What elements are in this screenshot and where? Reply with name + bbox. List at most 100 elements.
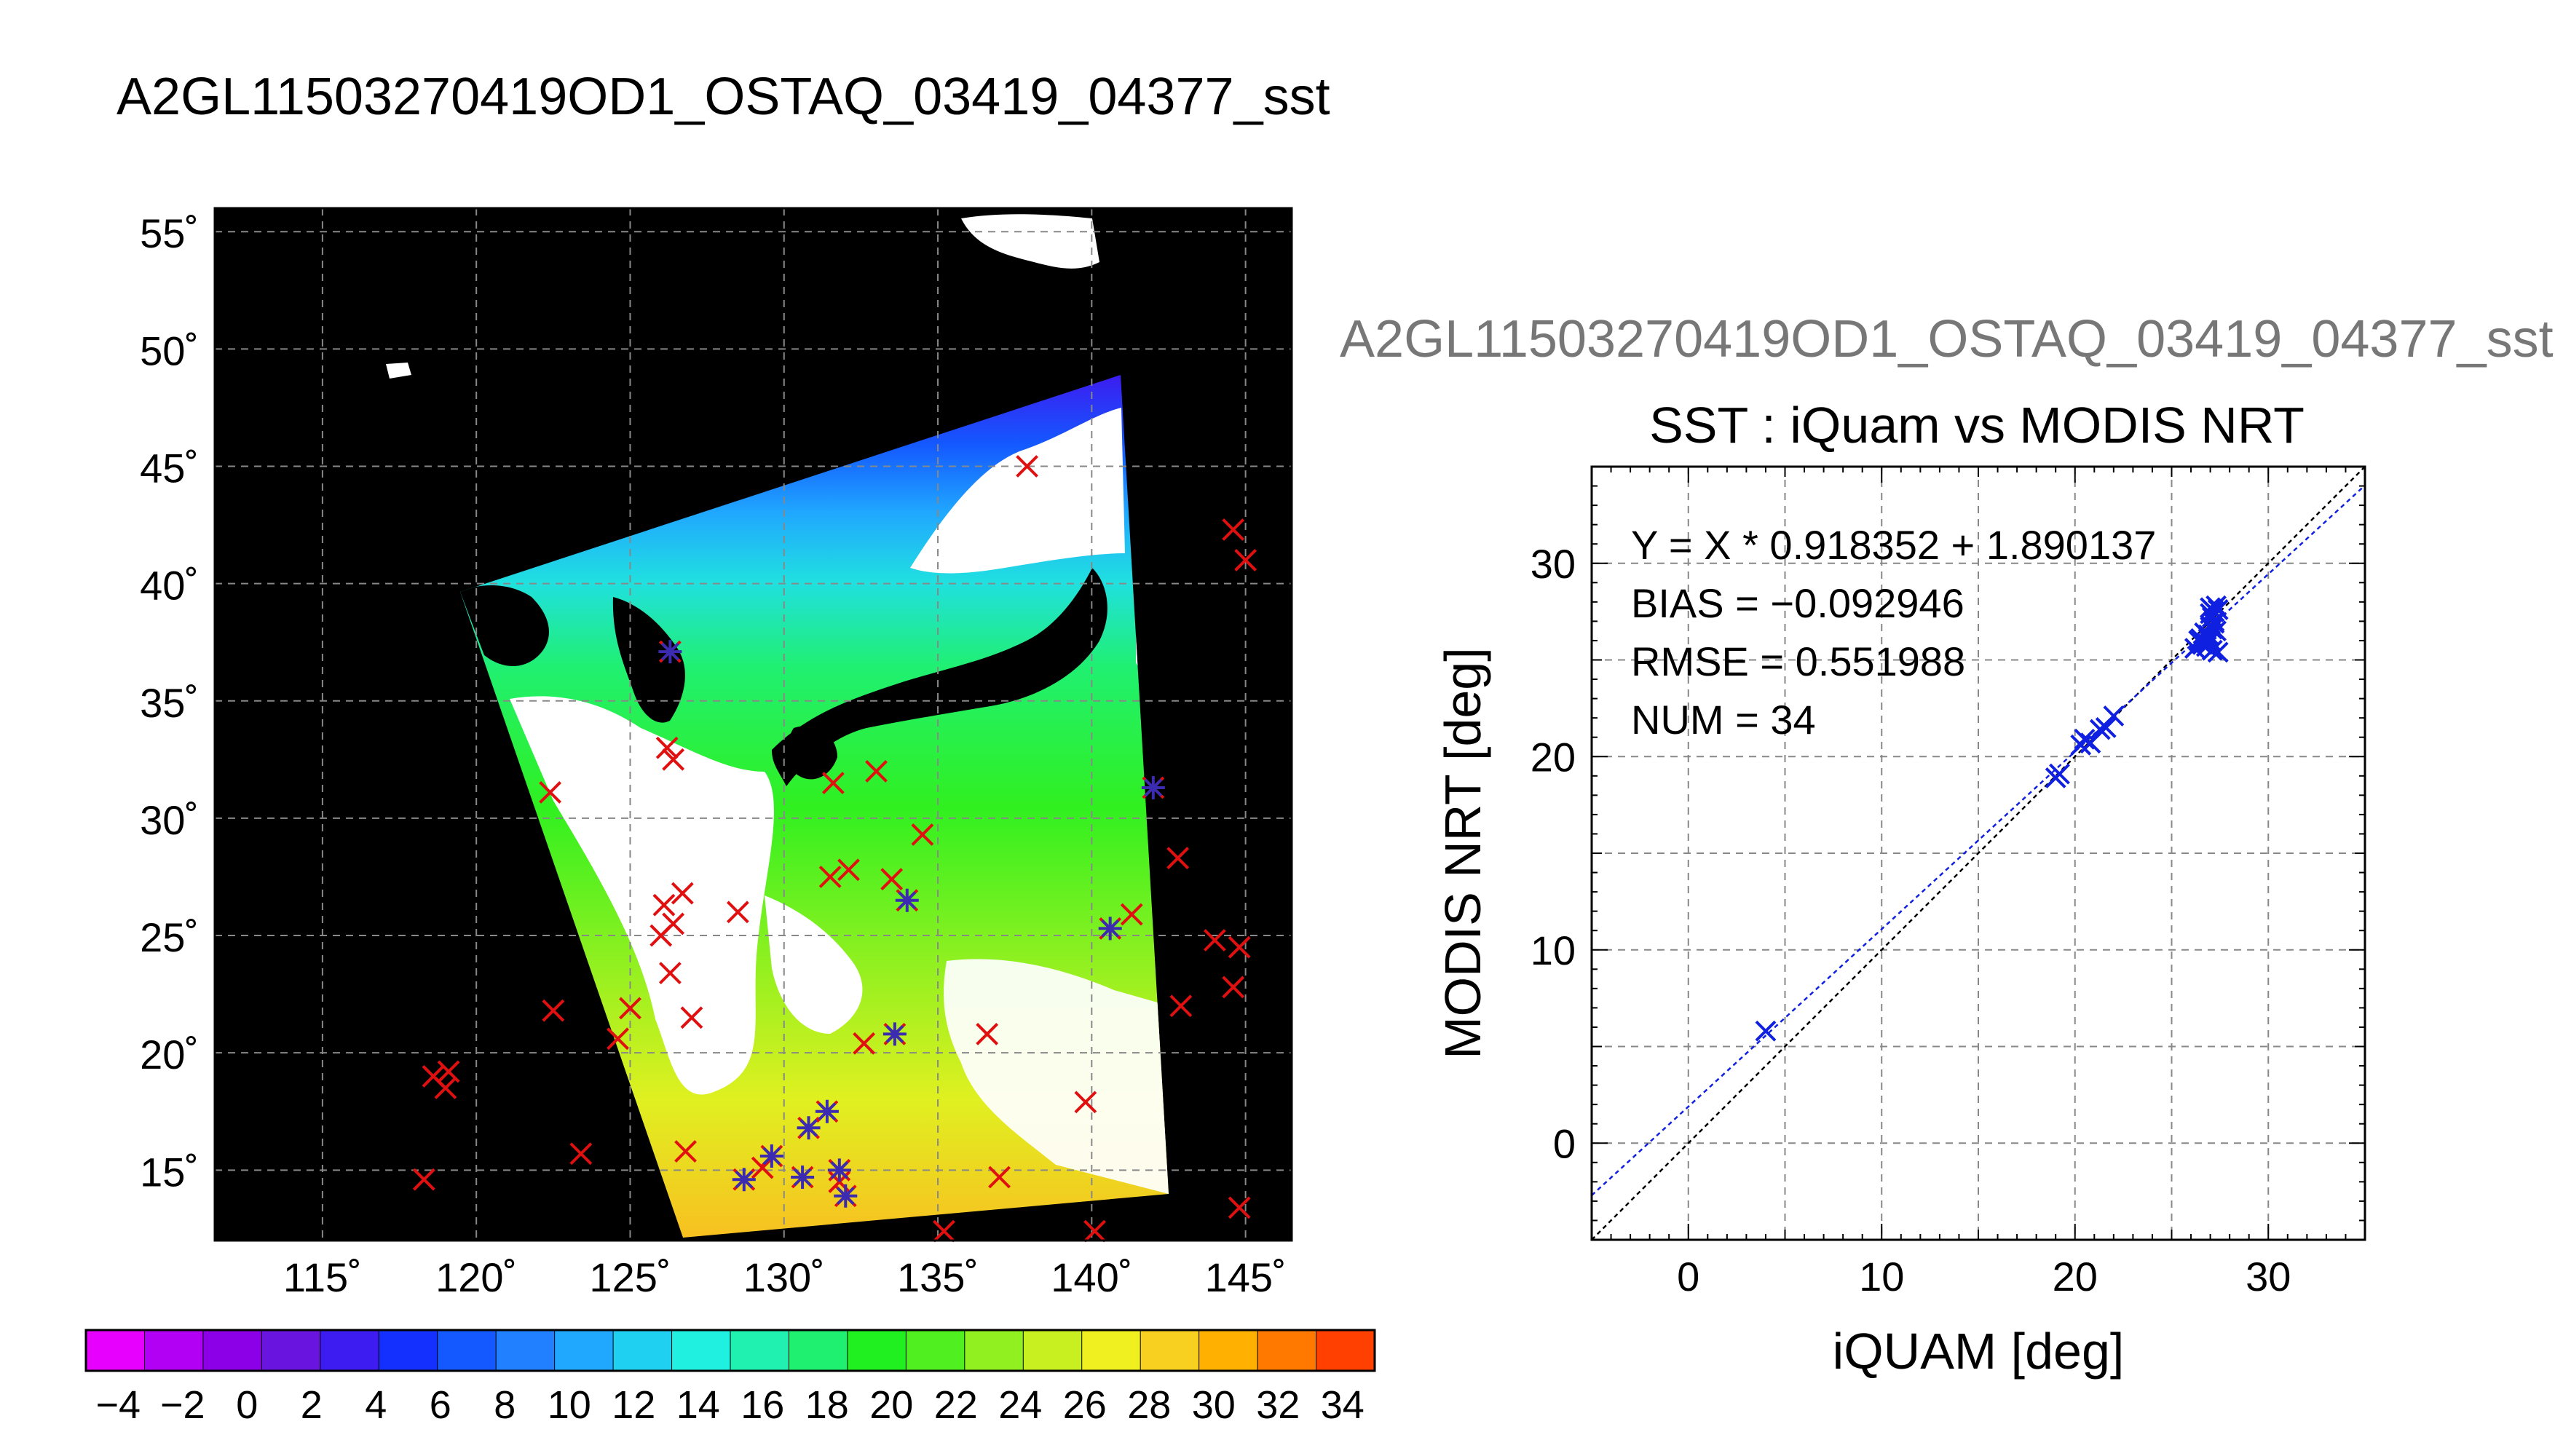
buoy-marker: [1083, 1219, 1106, 1243]
scatter-title: SST : iQuam vs MODIS NRT: [1649, 397, 2305, 454]
lat-tick-label: 50˚: [140, 328, 199, 373]
scatter-point: [2207, 599, 2229, 620]
lon-tick-label: 130˚: [743, 1254, 825, 1300]
scatter-point: [2200, 597, 2222, 619]
buoy-marker: [1228, 935, 1251, 959]
matched-marker: [732, 1168, 756, 1192]
colorbar-cell: [905, 1329, 965, 1372]
buoy-marker: [434, 1077, 457, 1099]
colorbar-tick-label: 14: [676, 1383, 720, 1427]
lon-tick-label: 115˚: [283, 1254, 362, 1300]
colorbar-tick-label: 6: [430, 1383, 451, 1427]
matched-marker: [791, 1165, 815, 1189]
scatter-x-axis-label: iQUAM [deg]: [1833, 1323, 2125, 1380]
scatter-lines: [1591, 466, 2366, 1241]
matched-markers: [658, 640, 1165, 1208]
scatter-frame: [1590, 465, 2366, 1241]
colorbar-cell: [85, 1329, 146, 1372]
buoy-marker: [911, 823, 934, 846]
scatter-annotations: Y = X * 0.918352 + 1.890137 BIAS = −0.092…: [1631, 522, 2156, 743]
lon-tick-label: 135˚: [897, 1254, 979, 1300]
scatter-point: [2200, 616, 2222, 638]
buoy-marker: [652, 893, 676, 917]
buoy-marker: [751, 1156, 774, 1179]
buoy-marker: [662, 748, 685, 771]
buoy-marker: [880, 868, 904, 891]
lat-tick-label: 30˚: [140, 797, 199, 843]
colorbar-cell: [1316, 1329, 1375, 1372]
colorbar-tick-label: 8: [494, 1383, 516, 1427]
colorbar-cell: [964, 1329, 1024, 1372]
latitude-labels: 55˚ 50˚ 45˚ 40˚ 35˚ 30˚ 25˚ 20˚ 15˚: [140, 210, 199, 1195]
colorbar-tick-label: −2: [160, 1383, 205, 1427]
scatter-x-tick-label: 0: [1677, 1254, 1699, 1299]
matched-marker: [834, 1184, 858, 1208]
colorbar-tick-label: 0: [236, 1383, 258, 1427]
scatter-panel-title: A2GL11503270419OD1_OSTAQ_03419_04377_sst: [1340, 310, 2554, 368]
scatter-gridlines: [1592, 467, 2365, 1240]
satellite-swath: [386, 214, 1169, 1238]
lat-tick-label: 45˚: [140, 446, 199, 491]
colorbar-tick-label: 28: [1127, 1383, 1171, 1427]
matched-marker: [1098, 917, 1122, 941]
scatter-x-tick-label: 30: [2246, 1254, 2291, 1299]
buoy-marker: [1016, 455, 1039, 478]
scatter-point: [2207, 641, 2229, 663]
buoy-marker: [1228, 1196, 1251, 1219]
scatter-panel: SST : iQuam vs MODIS NRT 0 10 20 30 0 10 20 30…: [1434, 397, 2366, 1380]
buoy-marker: [619, 997, 641, 1020]
colorbar-tick-label: 34: [1321, 1383, 1365, 1427]
buoy-marker: [976, 1022, 999, 1045]
land-japan: [772, 568, 1107, 786]
buoy-marker: [649, 924, 673, 947]
land-china-coast: [460, 585, 549, 666]
buoy-marker: [865, 760, 888, 783]
lat-tick-label: 20˚: [140, 1032, 199, 1077]
colorbar-tick-label: 24: [998, 1383, 1042, 1427]
scatter-annotation: RMSE = 0.551988: [1631, 638, 1965, 684]
buoy-marker: [988, 1166, 1011, 1189]
scatter-x-tick-labels: 0 10 20 30: [1677, 1254, 2291, 1299]
buoy-marker: [821, 772, 845, 794]
scatter-point: [1755, 1020, 1777, 1042]
colorbar-cell: [671, 1329, 732, 1372]
matched-marker: [882, 1022, 907, 1046]
buoy-marker: [1166, 847, 1190, 870]
buoy-marker: [933, 1219, 955, 1243]
colorbar-cell: [1198, 1329, 1259, 1372]
scatter-x-tick-label: 20: [2053, 1254, 2098, 1299]
buoy-marker: [680, 1006, 703, 1029]
colorbar-cell: [554, 1329, 615, 1372]
colorbar-tick-label: 12: [612, 1383, 655, 1427]
buoy-marker: [837, 858, 860, 882]
identity-line: [1591, 466, 2366, 1241]
colorbar-tick-label: 16: [741, 1383, 784, 1427]
regression-line: [1591, 484, 2366, 1196]
buoy-marker: [655, 736, 679, 759]
buoy-marker: [1120, 903, 1143, 926]
buoy-marker: [671, 882, 694, 905]
colorbar-cell: [143, 1329, 204, 1372]
colorbar-frame: [84, 1329, 1376, 1372]
buoy-marker: [1203, 929, 1226, 951]
scatter-annotation: NUM = 34: [1631, 697, 1816, 743]
map-frame: [213, 207, 1293, 1242]
buoy-marker: [569, 1142, 593, 1166]
cloud-mask-north: [910, 408, 1125, 574]
matched-marker: [895, 888, 919, 912]
scatter-points: [1755, 595, 2229, 1042]
matched-marker: [797, 1116, 821, 1140]
colorbar-tick-label: 22: [934, 1383, 978, 1427]
colorbar-tick-label: 32: [1256, 1383, 1300, 1427]
matched-marker: [1141, 776, 1165, 800]
scatter-point: [2049, 763, 2070, 785]
scatter-y-tick-label: 30: [1531, 541, 1576, 587]
colorbar-cell: [202, 1329, 263, 1372]
buoy-marker: [853, 1032, 876, 1055]
buoy-marker: [658, 962, 682, 985]
lat-tick-label: 55˚: [140, 210, 199, 256]
scatter-y-tick-label: 10: [1531, 927, 1576, 973]
buoy-marker: [1222, 518, 1245, 541]
scatter-y-tick-label: 20: [1531, 734, 1576, 780]
lon-tick-label: 120˚: [435, 1254, 517, 1300]
